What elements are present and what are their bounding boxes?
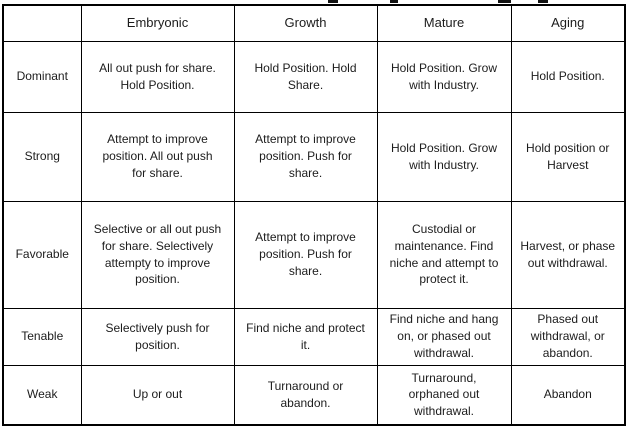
matrix-cell-tenable-embryonic: Selectively push for position.	[80, 307, 235, 366]
matrix-cell-weak-mature: Turnaround, orphaned out withdrawal.	[376, 364, 512, 426]
cropped-title-fragment	[498, 0, 511, 3]
row-header-dominant: Dominant	[2, 40, 82, 113]
cropped-title-fragment	[328, 0, 338, 3]
matrix-cell-weak-embryonic: Up or out	[80, 364, 235, 426]
strategy-matrix-table: Embryonic Growth Mature Aging Dominant A…	[2, 4, 626, 426]
matrix-cell-weak-growth: Turnaround or abandon.	[233, 364, 378, 426]
matrix-cell-favorable-mature: Custodial or maintenance. Find niche and…	[376, 200, 512, 309]
matrix-cell-dominant-mature: Hold Position. Grow with Industry.	[376, 40, 512, 113]
row-header-tenable: Tenable	[2, 307, 82, 366]
matrix-cell-tenable-mature: Find niche and hang on, or phased out wi…	[376, 307, 512, 366]
matrix-cell-favorable-aging: Harvest, or phase out withdrawal.	[510, 200, 626, 309]
header-row: Embryonic Growth Mature Aging	[2, 4, 626, 42]
matrix-cell-strong-mature: Hold Position. Grow with Industry.	[376, 111, 512, 202]
matrix-cell-tenable-growth: Find niche and protect it.	[233, 307, 378, 366]
matrix-cell-dominant-growth: Hold Position. Hold Share.	[233, 40, 378, 113]
row-header-favorable: Favorable	[2, 200, 82, 309]
matrix-cell-tenable-aging: Phased out withdrawal, or abandon.	[510, 307, 626, 366]
matrix-cell-strong-growth: Attempt to improve position. Push for sh…	[233, 111, 378, 202]
table-row-dominant: Dominant All out push for share. Hold Po…	[2, 40, 626, 113]
matrix-cell-weak-aging: Abandon	[510, 364, 626, 426]
column-header-growth: Growth	[233, 4, 378, 42]
cropped-title-fragment	[390, 0, 398, 3]
table-row-strong: Strong Attempt to improve position. All …	[2, 111, 626, 202]
table-row-favorable: Favorable Selective or all out push for …	[2, 200, 626, 309]
matrix-cell-dominant-embryonic: All out push for share. Hold Position.	[80, 40, 235, 113]
column-header-embryonic: Embryonic	[80, 4, 235, 42]
column-header-mature: Mature	[376, 4, 512, 42]
matrix-cell-favorable-growth: Attempt to improve position. Push for sh…	[233, 200, 378, 309]
table-row-tenable: Tenable Selectively push for position. F…	[2, 307, 626, 366]
table-row-weak: Weak Up or out Turnaround or abandon. Tu…	[2, 364, 626, 426]
cropped-title-fragment	[538, 0, 548, 3]
matrix-cell-strong-embryonic: Attempt to improve position. All out pus…	[80, 111, 235, 202]
matrix-cell-favorable-embryonic: Selective or all out push for share. Sel…	[80, 200, 235, 309]
matrix-cell-strong-aging: Hold position or Harvest	[510, 111, 626, 202]
row-header-weak: Weak	[2, 364, 82, 426]
row-header-strong: Strong	[2, 111, 82, 202]
column-header-aging: Aging	[510, 4, 626, 42]
matrix-cell-dominant-aging: Hold Position.	[510, 40, 626, 113]
corner-cell	[2, 4, 82, 42]
